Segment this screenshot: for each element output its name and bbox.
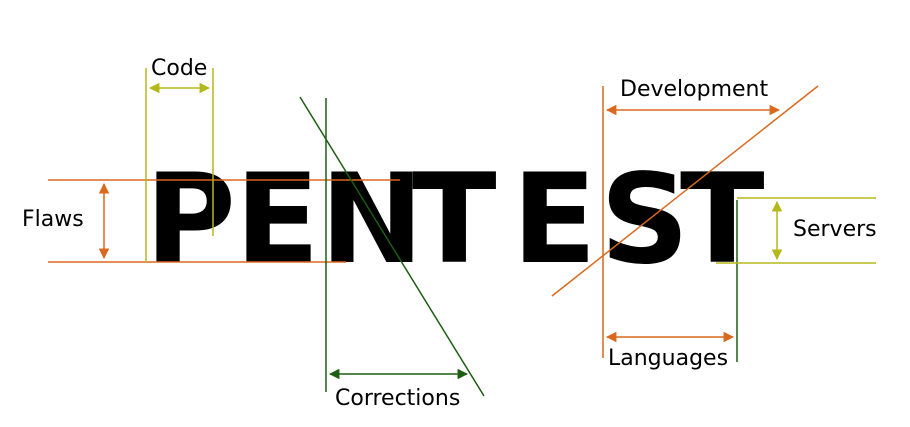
letter-e-1: E	[235, 148, 320, 292]
letter-t-1: T	[412, 148, 497, 292]
languages-label: Languages	[608, 346, 728, 371]
corrections-diagonal-guide	[299, 96, 485, 397]
code-label: Code	[151, 56, 207, 81]
languages-annotation: Languages	[605, 200, 738, 371]
servers-annotation: Servers	[716, 197, 877, 264]
flaws-annotation: Flaws	[22, 179, 400, 263]
letter-n: N	[320, 148, 424, 292]
pentest-word: P E N T E S T	[145, 148, 765, 292]
flaws-label: Flaws	[22, 207, 84, 232]
letter-t-2: T	[680, 148, 765, 292]
code-annotation: Code	[145, 56, 214, 262]
letter-s: S	[600, 148, 689, 292]
letter-p: P	[145, 148, 236, 292]
servers-label: Servers	[793, 217, 877, 242]
corrections-label: Corrections	[335, 386, 460, 411]
development-annotation: Development	[551, 77, 819, 358]
development-label: Development	[620, 77, 768, 102]
corrections-annotation: Corrections	[299, 96, 485, 411]
development-diagonal-guide	[551, 85, 819, 297]
letter-e-2: E	[512, 148, 597, 292]
